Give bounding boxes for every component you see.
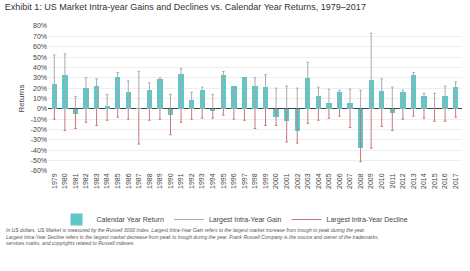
svg-text:-40%: -40% (31, 147, 47, 154)
svg-text:2007: 2007 (346, 173, 353, 189)
svg-text:1991: 1991 (177, 173, 184, 189)
svg-text:-30%: -30% (31, 136, 47, 143)
svg-text:2006: 2006 (336, 173, 343, 189)
svg-text:2014: 2014 (420, 173, 427, 189)
svg-text:1997: 1997 (241, 173, 248, 189)
svg-text:2010: 2010 (378, 173, 385, 189)
svg-text:50%: 50% (33, 54, 47, 61)
svg-text:10%: 10% (33, 95, 47, 102)
svg-text:1987: 1987 (135, 173, 142, 189)
svg-text:1988: 1988 (146, 173, 153, 189)
svg-text:2015: 2015 (431, 173, 438, 189)
svg-text:1982: 1982 (82, 173, 89, 189)
svg-text:60%: 60% (33, 43, 47, 50)
svg-text:In US dollars. US Market is me: In US dollars. US Market is measured by … (6, 227, 379, 246)
svg-text:-10%: -10% (31, 116, 47, 123)
svg-text:2012: 2012 (399, 173, 406, 189)
svg-text:-20%: -20% (31, 126, 47, 133)
svg-text:80%: 80% (33, 22, 47, 29)
svg-text:1998: 1998 (251, 173, 258, 189)
svg-text:1989: 1989 (156, 173, 163, 189)
svg-text:1983: 1983 (93, 173, 100, 189)
svg-text:40%: 40% (33, 64, 47, 71)
svg-text:Largest Intra-Year Gain: Largest Intra-Year Gain (209, 216, 282, 224)
svg-text:1995: 1995 (220, 173, 227, 189)
svg-text:20%: 20% (33, 85, 47, 92)
svg-text:Calendar Year Return: Calendar Year Return (97, 216, 164, 223)
svg-text:1992: 1992 (188, 173, 195, 189)
svg-text:1986: 1986 (125, 173, 132, 189)
svg-text:2005: 2005 (325, 173, 332, 189)
svg-text:0%: 0% (37, 105, 47, 112)
svg-text:2001: 2001 (283, 173, 290, 189)
svg-text:1994: 1994 (209, 173, 216, 189)
svg-text:2017: 2017 (452, 173, 459, 189)
svg-text:-60%: -60% (31, 167, 47, 174)
svg-text:Exhibit 1: US Market Intra-yea: Exhibit 1: US Market Intra-year Gains an… (5, 2, 366, 12)
svg-text:Largest Intra-Year Decline: Largest Intra-Year Decline (327, 216, 408, 224)
svg-text:1980: 1980 (61, 173, 68, 189)
svg-text:2011: 2011 (389, 173, 396, 188)
svg-text:1981: 1981 (72, 173, 79, 189)
svg-text:2009: 2009 (367, 173, 374, 189)
svg-text:2016: 2016 (441, 173, 448, 189)
svg-text:70%: 70% (33, 33, 47, 40)
svg-text:2003: 2003 (304, 173, 311, 189)
svg-text:1990: 1990 (167, 173, 174, 189)
svg-text:2004: 2004 (315, 173, 322, 189)
svg-text:-50%: -50% (31, 157, 47, 164)
svg-text:1984: 1984 (103, 173, 110, 189)
svg-text:2008: 2008 (357, 173, 364, 189)
svg-text:2013: 2013 (410, 173, 417, 189)
svg-text:1993: 1993 (198, 173, 205, 189)
svg-text:1985: 1985 (114, 173, 121, 189)
svg-text:2002: 2002 (294, 173, 301, 189)
svg-text:1999: 1999 (262, 173, 269, 189)
svg-text:30%: 30% (33, 74, 47, 81)
svg-text:Returns: Returns (17, 84, 26, 112)
svg-text:1979: 1979 (51, 173, 58, 189)
svg-text:1996: 1996 (230, 173, 237, 189)
svg-text:2000: 2000 (272, 173, 279, 189)
